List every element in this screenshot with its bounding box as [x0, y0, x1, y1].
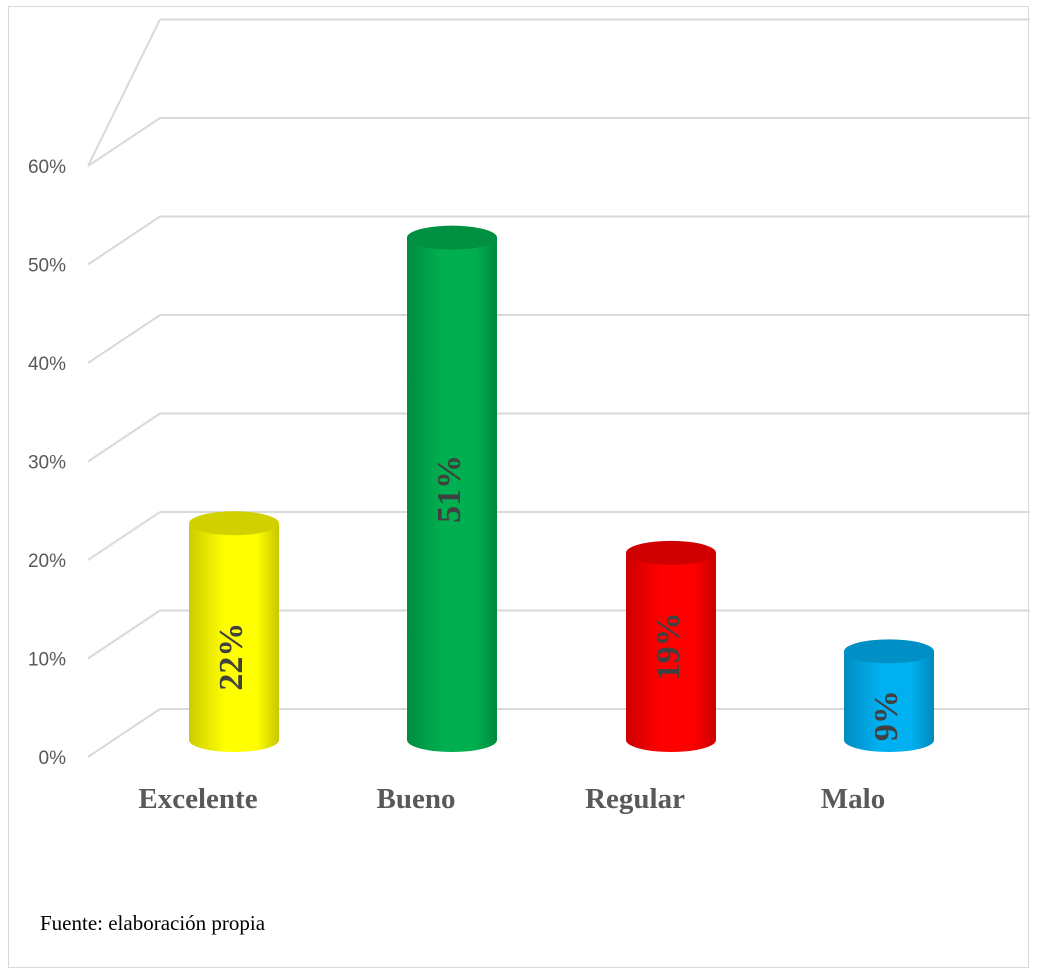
y-tick-label: 10%	[28, 650, 66, 671]
gridline-depth	[87, 314, 161, 364]
gridline-depth	[87, 215, 161, 266]
gridline-depth	[87, 609, 161, 660]
bar-body	[626, 552, 716, 752]
bar-top	[189, 511, 279, 536]
bar-body	[407, 237, 497, 752]
x-tick-label: Regular	[585, 783, 685, 815]
y-tick-label: 50%	[28, 256, 66, 277]
y-tick-label: 0%	[39, 748, 67, 769]
y-axis-ticks: 0% 10% 20% 30% 40% 50% 60%	[28, 157, 66, 769]
y-tick-label: 30%	[28, 453, 66, 474]
source-note: Fuente: elaboración propia	[40, 911, 266, 935]
bar-top	[626, 540, 716, 565]
bar-malo	[844, 639, 934, 752]
y-tick-label: 40%	[28, 354, 66, 375]
bar-body	[189, 523, 279, 752]
gridline-depth	[87, 117, 161, 167]
x-tick-label: Malo	[821, 783, 885, 815]
y-tick-label: 20%	[28, 551, 66, 572]
gridline-depth	[87, 708, 161, 758]
data-label: 51%	[431, 455, 468, 523]
bars	[189, 225, 934, 752]
x-tick-label: Excelente	[138, 783, 257, 815]
bar-top	[407, 225, 497, 250]
data-label: 9%	[868, 690, 905, 741]
bar-body	[844, 651, 934, 752]
x-tick-label: Bueno	[377, 783, 456, 815]
data-labels: 22% 51% 19% 9%	[213, 455, 905, 741]
bar-regular	[626, 540, 716, 752]
bar-excelente	[189, 511, 279, 752]
y-tick-label: 60%	[28, 157, 66, 178]
chart-frame	[8, 6, 1029, 968]
bar-bueno	[407, 225, 497, 752]
gridline-depth	[87, 19, 161, 167]
gridline-depth	[87, 511, 161, 561]
gridline-depth	[87, 412, 161, 463]
bar-top	[844, 639, 934, 664]
data-label: 19%	[650, 612, 687, 680]
x-axis-ticks: Excelente Bueno Regular Malo	[138, 783, 885, 815]
data-label: 22%	[213, 623, 250, 691]
